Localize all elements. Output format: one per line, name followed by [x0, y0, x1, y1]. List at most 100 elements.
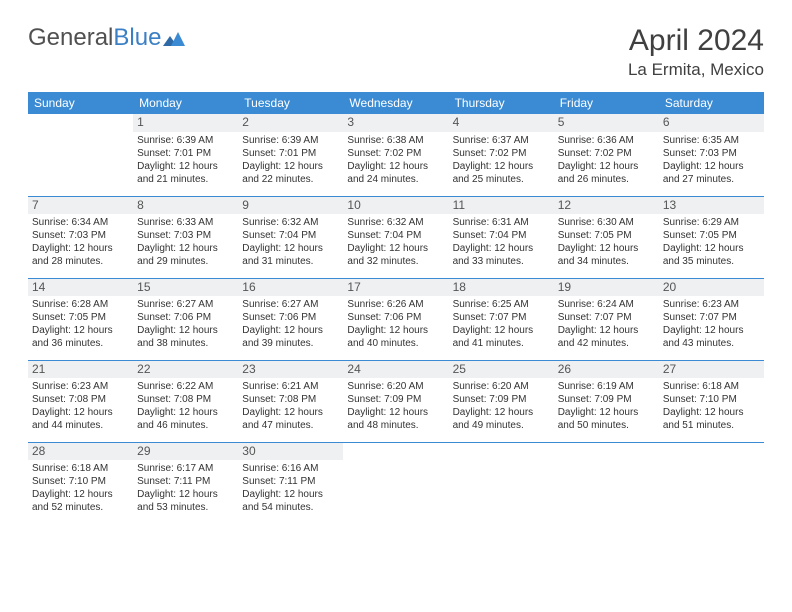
cell-info-line: Sunrise: 6:33 AM	[137, 216, 234, 229]
cell-info-line: Sunrise: 6:26 AM	[347, 298, 444, 311]
calendar-cell: 21Sunrise: 6:23 AMSunset: 7:08 PMDayligh…	[28, 360, 133, 442]
calendar-cell: 7Sunrise: 6:34 AMSunset: 7:03 PMDaylight…	[28, 196, 133, 278]
cell-info-line: Sunset: 7:04 PM	[347, 229, 444, 242]
day-number: 6	[659, 114, 764, 132]
calendar-cell: 2Sunrise: 6:39 AMSunset: 7:01 PMDaylight…	[238, 114, 343, 196]
cell-info-line: Daylight: 12 hours	[558, 242, 655, 255]
calendar-cell: 10Sunrise: 6:32 AMSunset: 7:04 PMDayligh…	[343, 196, 448, 278]
weekday-header: Tuesday	[238, 92, 343, 114]
cell-info-line: Daylight: 12 hours	[453, 242, 550, 255]
cell-info-line: and 54 minutes.	[242, 501, 339, 514]
cell-info-line: Daylight: 12 hours	[137, 160, 234, 173]
cell-info-line: Daylight: 12 hours	[453, 406, 550, 419]
cell-info-line: Sunset: 7:07 PM	[663, 311, 760, 324]
day-number: 15	[133, 279, 238, 297]
cell-info-line: and 42 minutes.	[558, 337, 655, 350]
calendar-row: 28Sunrise: 6:18 AMSunset: 7:10 PMDayligh…	[28, 442, 764, 524]
cell-info-line: and 34 minutes.	[558, 255, 655, 268]
brand-triangle-icon	[163, 30, 185, 46]
day-number: 3	[343, 114, 448, 132]
cell-info-line: Sunset: 7:02 PM	[347, 147, 444, 160]
calendar-cell	[28, 114, 133, 196]
cell-info-line: Daylight: 12 hours	[558, 160, 655, 173]
cell-info-line: and 27 minutes.	[663, 173, 760, 186]
cell-info-line: and 35 minutes.	[663, 255, 760, 268]
cell-info-line: Sunset: 7:10 PM	[663, 393, 760, 406]
cell-info-line: Sunrise: 6:24 AM	[558, 298, 655, 311]
cell-info-line: Sunrise: 6:37 AM	[453, 134, 550, 147]
calendar-cell: 11Sunrise: 6:31 AMSunset: 7:04 PMDayligh…	[449, 196, 554, 278]
cell-info-line: Sunset: 7:02 PM	[453, 147, 550, 160]
cell-info-line: Daylight: 12 hours	[137, 242, 234, 255]
calendar-cell: 16Sunrise: 6:27 AMSunset: 7:06 PMDayligh…	[238, 278, 343, 360]
cell-info-line: Sunrise: 6:32 AM	[347, 216, 444, 229]
weekday-header: Monday	[133, 92, 238, 114]
cell-info-line: and 21 minutes.	[137, 173, 234, 186]
day-number: 30	[238, 443, 343, 461]
cell-info-line: Sunrise: 6:27 AM	[137, 298, 234, 311]
cell-info-line: Sunrise: 6:29 AM	[663, 216, 760, 229]
day-number: 27	[659, 361, 764, 379]
day-number: 28	[28, 443, 133, 461]
day-number: 19	[554, 279, 659, 297]
cell-info-line: Daylight: 12 hours	[558, 324, 655, 337]
cell-info-line: Sunrise: 6:20 AM	[347, 380, 444, 393]
cell-info-line: Sunset: 7:08 PM	[137, 393, 234, 406]
cell-info-line: Daylight: 12 hours	[32, 242, 129, 255]
cell-info-line: Daylight: 12 hours	[242, 160, 339, 173]
day-number: 12	[554, 197, 659, 215]
header: GeneralBlue April 2024 La Ermita, Mexico	[28, 24, 764, 80]
weekday-header: Wednesday	[343, 92, 448, 114]
cell-info-line: and 41 minutes.	[453, 337, 550, 350]
day-number: 8	[133, 197, 238, 215]
calendar-cell: 15Sunrise: 6:27 AMSunset: 7:06 PMDayligh…	[133, 278, 238, 360]
calendar-cell: 28Sunrise: 6:18 AMSunset: 7:10 PMDayligh…	[28, 442, 133, 524]
cell-info-line: Sunset: 7:07 PM	[558, 311, 655, 324]
cell-info-line: Daylight: 12 hours	[347, 406, 444, 419]
cell-info-line: Sunrise: 6:23 AM	[663, 298, 760, 311]
calendar-body: 1Sunrise: 6:39 AMSunset: 7:01 PMDaylight…	[28, 114, 764, 524]
calendar-cell: 9Sunrise: 6:32 AMSunset: 7:04 PMDaylight…	[238, 196, 343, 278]
weekday-header: Friday	[554, 92, 659, 114]
cell-info-line: Sunrise: 6:19 AM	[558, 380, 655, 393]
cell-info-line: Sunset: 7:11 PM	[242, 475, 339, 488]
cell-info-line: Sunrise: 6:38 AM	[347, 134, 444, 147]
calendar-cell: 22Sunrise: 6:22 AMSunset: 7:08 PMDayligh…	[133, 360, 238, 442]
weekday-header: Thursday	[449, 92, 554, 114]
cell-info-line: Daylight: 12 hours	[347, 160, 444, 173]
cell-info-line: Daylight: 12 hours	[663, 160, 760, 173]
calendar-cell	[554, 442, 659, 524]
cell-info-line: and 38 minutes.	[137, 337, 234, 350]
cell-info-line: Sunset: 7:05 PM	[32, 311, 129, 324]
calendar-row: 1Sunrise: 6:39 AMSunset: 7:01 PMDaylight…	[28, 114, 764, 196]
day-number: 22	[133, 361, 238, 379]
day-number: 4	[449, 114, 554, 132]
calendar-cell: 25Sunrise: 6:20 AMSunset: 7:09 PMDayligh…	[449, 360, 554, 442]
cell-info-line: Daylight: 12 hours	[663, 406, 760, 419]
cell-info-line: Daylight: 12 hours	[453, 160, 550, 173]
cell-info-line: Sunset: 7:05 PM	[558, 229, 655, 242]
cell-info-line: Daylight: 12 hours	[347, 324, 444, 337]
calendar-cell: 27Sunrise: 6:18 AMSunset: 7:10 PMDayligh…	[659, 360, 764, 442]
cell-info-line: and 24 minutes.	[347, 173, 444, 186]
cell-info-line: Daylight: 12 hours	[242, 242, 339, 255]
cell-info-line: and 43 minutes.	[663, 337, 760, 350]
weekday-header-row: Sunday Monday Tuesday Wednesday Thursday…	[28, 92, 764, 114]
cell-info-line: Sunset: 7:07 PM	[453, 311, 550, 324]
calendar-cell	[449, 442, 554, 524]
cell-info-line: Daylight: 12 hours	[453, 324, 550, 337]
day-number: 21	[28, 361, 133, 379]
day-number: 16	[238, 279, 343, 297]
calendar-row: 21Sunrise: 6:23 AMSunset: 7:08 PMDayligh…	[28, 360, 764, 442]
cell-info-line: and 46 minutes.	[137, 419, 234, 432]
title-block: April 2024 La Ermita, Mexico	[628, 24, 764, 80]
day-number: 20	[659, 279, 764, 297]
location-label: La Ermita, Mexico	[628, 60, 764, 80]
calendar-cell: 5Sunrise: 6:36 AMSunset: 7:02 PMDaylight…	[554, 114, 659, 196]
cell-info-line: Sunset: 7:01 PM	[137, 147, 234, 160]
cell-info-line: Daylight: 12 hours	[558, 406, 655, 419]
day-number: 9	[238, 197, 343, 215]
calendar-cell: 26Sunrise: 6:19 AMSunset: 7:09 PMDayligh…	[554, 360, 659, 442]
day-number: 14	[28, 279, 133, 297]
cell-info-line: and 33 minutes.	[453, 255, 550, 268]
